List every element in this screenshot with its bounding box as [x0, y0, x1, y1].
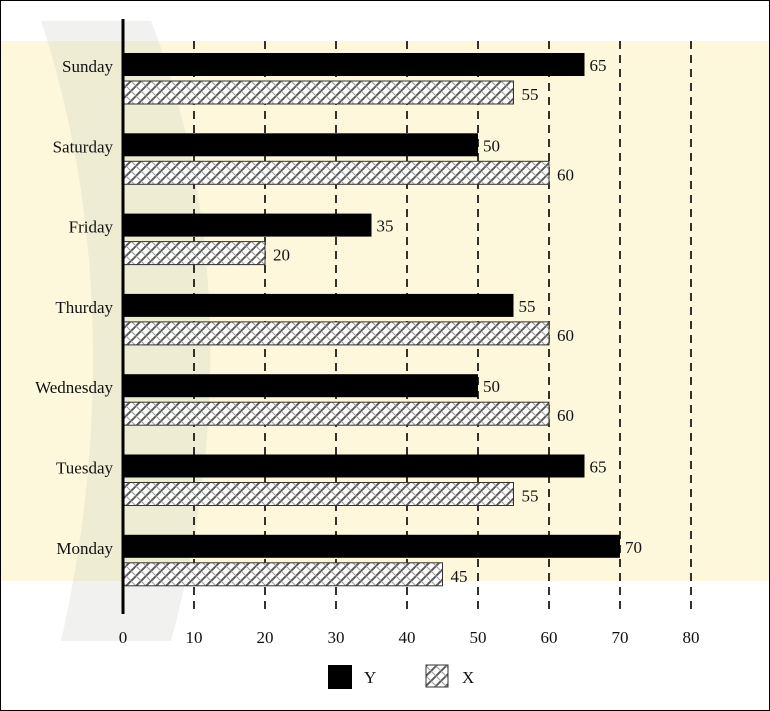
bar-y-thurday: [123, 293, 514, 317]
bar-y-monday: [123, 534, 620, 558]
legend-label-y: Y: [364, 668, 376, 687]
value-label-x-monday: 45: [451, 567, 468, 586]
value-label-y-monday: 70: [625, 538, 642, 557]
category-label-monday: Monday: [56, 539, 113, 558]
legend-swatch-x: [425, 664, 449, 688]
bar-y-saturday: [123, 133, 478, 157]
bar-x-monday: [122, 562, 443, 587]
value-label-y-sunday: 65: [590, 56, 607, 75]
bar-x-tuesday: [122, 482, 514, 506]
category-label-friday: Friday: [69, 218, 114, 237]
bar-y-wednesday: [123, 374, 478, 398]
value-label-x-thurday: 60: [557, 326, 574, 345]
bar-x-sunday: [122, 80, 514, 105]
bar-x-saturday: [122, 160, 550, 185]
bar-y-tuesday: [123, 454, 585, 478]
value-label-y-thurday: 55: [519, 297, 536, 316]
tick-label-10: 10: [186, 628, 203, 647]
category-label-tuesday: Tuesday: [56, 459, 113, 478]
axes: Sunday Saturday Friday Thurday Wednesday Tues…: [35, 19, 700, 647]
tick-label-20: 20: [257, 628, 274, 647]
value-label-y-wednesday: 50: [483, 377, 500, 396]
tick-label-0: 0: [119, 628, 128, 647]
tick-label-80: 80: [683, 628, 700, 647]
category-label-thurday: Thurday: [55, 298, 113, 317]
tick-label-40: 40: [399, 628, 416, 647]
bar-x-wednesday: [122, 401, 550, 426]
category-label-saturday: Saturday: [53, 137, 114, 156]
value-label-y-friday: 35: [377, 217, 394, 236]
bar-x-thurday: [122, 321, 550, 346]
value-label-x-tuesday: 55: [522, 487, 539, 506]
tick-label-60: 60: [541, 628, 558, 647]
bar-x-friday: [122, 241, 266, 266]
category-label-wednesday: Wednesday: [35, 378, 113, 397]
value-label-y-saturday: 50: [483, 136, 500, 155]
value-label-y-tuesday: 65: [590, 458, 607, 477]
category-label-sunday: Sunday: [62, 57, 114, 76]
value-label-x-friday: 20: [273, 246, 290, 265]
tick-label-70: 70: [612, 628, 629, 647]
tick-label-30: 30: [328, 628, 345, 647]
legend-label-x: X: [462, 668, 474, 687]
value-label-x-sunday: 55: [522, 85, 539, 104]
tick-label-50: 50: [470, 628, 487, 647]
value-label-x-saturday: 60: [557, 165, 574, 184]
legend-swatch-y: [328, 665, 352, 689]
bar-y-sunday: [123, 53, 585, 76]
value-label-x-wednesday: 60: [557, 406, 574, 425]
bar-y-friday: [123, 213, 372, 237]
